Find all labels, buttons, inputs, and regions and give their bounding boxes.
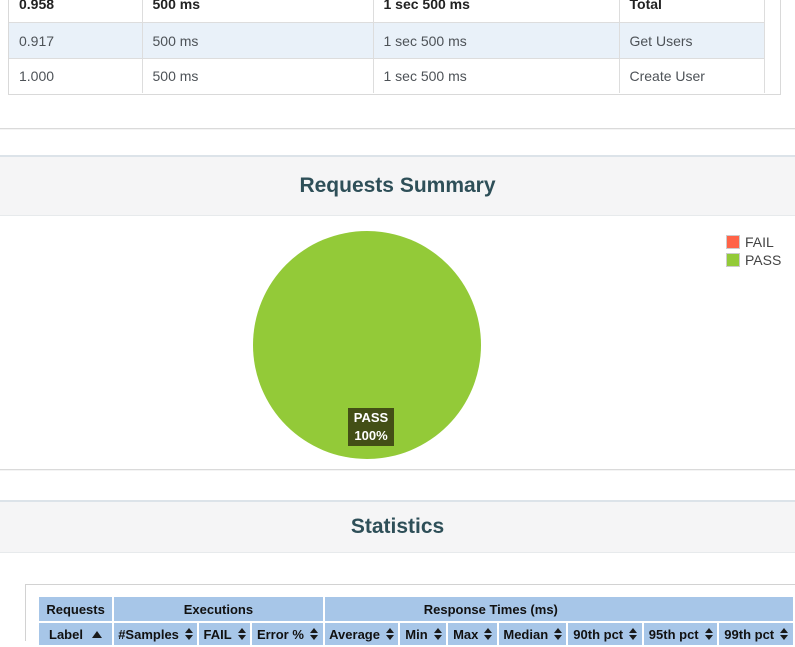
- column-label: 95th pct: [648, 626, 699, 642]
- column-header-max[interactable]: Max: [448, 623, 498, 645]
- legend-label: PASS: [745, 252, 782, 268]
- column-label: FAIL: [203, 626, 232, 642]
- group-label: Response Times (ms): [423, 601, 558, 617]
- apdex-cell: 1 sec 500 ms: [373, 0, 620, 23]
- column-label: 99th pct: [724, 626, 775, 642]
- column-label: Label: [49, 626, 83, 642]
- requests-summary-title: Requests Summary: [299, 174, 496, 197]
- pie-label-name: PASS: [353, 410, 389, 425]
- statistics-table: Requests Executions Response Times (ms) …: [37, 595, 795, 647]
- apdex-table-panel: 0.958 500 ms 1 sec 500 ms Total 0.917 50…: [8, 0, 781, 95]
- column-label: Average: [329, 626, 380, 642]
- sort-both-icon: [309, 628, 318, 640]
- panel-bottom-border: [0, 469, 795, 470]
- fail-color-swatch-icon: [726, 235, 740, 249]
- apdex-cell: 500 ms: [142, 22, 374, 59]
- column-header-90th-pct[interactable]: 90th pct: [568, 623, 642, 645]
- column-header-fail[interactable]: FAIL: [198, 623, 251, 645]
- group-header-executions: Executions: [114, 597, 323, 621]
- column-label: Max: [453, 626, 479, 642]
- column-label: Error %: [256, 626, 304, 642]
- apdex-cell: Get Users: [619, 22, 765, 59]
- column-label: 90th pct: [573, 626, 624, 642]
- sort-both-icon: [484, 628, 493, 640]
- apdex-cell: 1 sec 500 ms: [373, 58, 620, 93]
- apdex-cell: 0.958: [9, 0, 143, 23]
- column-header-95th-pct[interactable]: 95th pct: [643, 623, 718, 645]
- sort-both-icon: [385, 628, 394, 640]
- statistics-heading: Statistics: [0, 500, 795, 553]
- apdex-row-get-users: 0.917 500 ms 1 sec 500 ms Get Users: [9, 22, 765, 59]
- group-header-response-times: Response Times (ms): [324, 597, 793, 621]
- pass-color-swatch-icon: [726, 253, 740, 267]
- sort-both-icon: [433, 628, 442, 640]
- statistics-title: Statistics: [350, 515, 445, 538]
- column-header-99th-pct[interactable]: 99th pct: [719, 623, 793, 645]
- column-header-label[interactable]: Label: [39, 623, 113, 645]
- apdex-cell: 500 ms: [142, 58, 374, 93]
- sort-both-icon: [184, 628, 193, 640]
- apdex-cell: 0.917: [9, 22, 143, 59]
- sort-both-icon: [704, 628, 713, 640]
- sort-asc-icon: [92, 630, 103, 638]
- column-header-samples[interactable]: #Samples: [114, 623, 197, 645]
- column-label: Median: [503, 626, 549, 642]
- sort-both-icon: [237, 628, 246, 640]
- sort-both-icon: [554, 628, 563, 640]
- apdex-cell: 1.000: [9, 58, 143, 93]
- statistics-table-container: [25, 584, 795, 641]
- legend-label: FAIL: [745, 234, 774, 250]
- apdex-row-total: 0.958 500 ms 1 sec 500 ms Total: [9, 0, 765, 23]
- apdex-cell: Total: [619, 0, 765, 23]
- column-header-min[interactable]: Min: [400, 623, 447, 645]
- group-header-requests: Requests: [39, 597, 113, 621]
- stats-group-header-row: Requests Executions Response Times (ms): [39, 597, 793, 621]
- panel-bottom-border: [0, 128, 795, 129]
- apdex-row-create-user: 1.000 500 ms 1 sec 500 ms Create User: [9, 58, 765, 93]
- apdex-cell: 500 ms: [142, 0, 374, 23]
- column-header-median[interactable]: Median: [499, 623, 567, 645]
- sort-both-icon: [780, 628, 789, 640]
- column-label: Min: [405, 626, 428, 642]
- column-header-error-pct[interactable]: Error %: [252, 623, 323, 645]
- group-label: Requests: [46, 601, 105, 617]
- column-header-average[interactable]: Average: [324, 623, 399, 645]
- stats-column-header-row: Label #Samples FAIL Error % Average: [39, 623, 793, 645]
- group-label: Executions: [183, 601, 254, 617]
- legend-item-fail: FAIL: [726, 233, 781, 251]
- pie-slice-label: PASS 100%: [348, 408, 394, 446]
- legend-item-pass: PASS: [726, 251, 781, 269]
- apdex-table: 0.958 500 ms 1 sec 500 ms Total 0.917 50…: [9, 0, 765, 93]
- pie-legend: FAIL PASS: [726, 233, 781, 269]
- apdex-cell: 1 sec 500 ms: [373, 22, 620, 59]
- sort-both-icon: [629, 628, 638, 640]
- apdex-cell: Create User: [619, 58, 765, 93]
- requests-summary-heading: Requests Summary: [0, 155, 795, 216]
- pie-label-percent: 100%: [354, 428, 388, 443]
- column-label: #Samples: [118, 626, 179, 642]
